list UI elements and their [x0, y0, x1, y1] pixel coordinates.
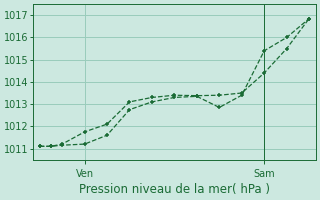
- X-axis label: Pression niveau de la mer( hPa ): Pression niveau de la mer( hPa ): [79, 183, 270, 196]
